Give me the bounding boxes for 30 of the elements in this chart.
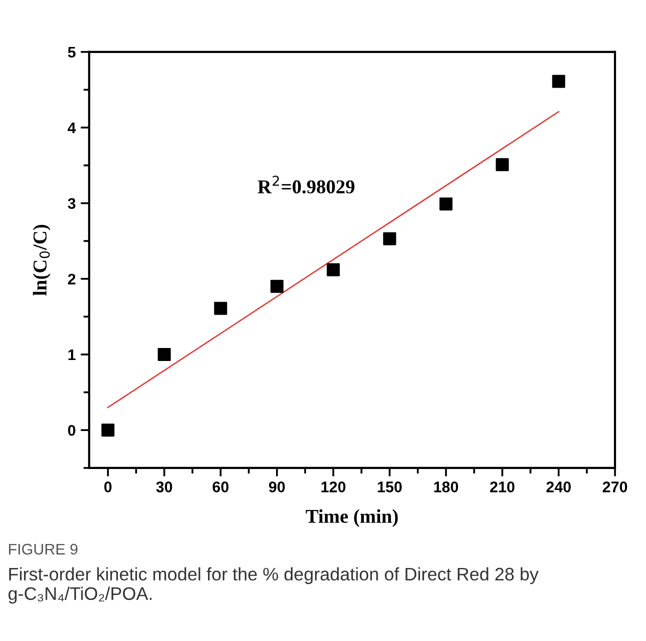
x-tick-label: 150 xyxy=(378,482,402,492)
x-tick-label: 180 xyxy=(434,482,458,492)
y-tick-label: 5 xyxy=(68,46,76,58)
point xyxy=(326,263,340,276)
point xyxy=(158,348,171,361)
point xyxy=(270,280,284,293)
y-axis-title: ln(C$_{0}$/C) xyxy=(32,224,51,296)
point xyxy=(552,74,566,88)
y-tick-label: 4 xyxy=(68,122,76,134)
x-tick-label: 120 xyxy=(322,482,346,492)
point xyxy=(101,424,114,437)
point xyxy=(496,158,509,172)
x-tick-label: 270 xyxy=(602,482,628,492)
y-tick-label: 2 xyxy=(68,274,76,284)
y-tick-label: 3 xyxy=(68,198,76,209)
x-axis-title: Time (min) xyxy=(306,509,398,527)
x-tick-label: 30 xyxy=(156,482,172,492)
text: First-order kinetic model for the % degradation of Direct Red 28 by g-C₃N₄/TiO₂/POA. xyxy=(8,567,539,604)
annotation: R$^{2}$=0.98029 xyxy=(258,176,354,194)
point xyxy=(383,232,396,246)
y-tick-label: 1 xyxy=(68,350,76,360)
x-tick-label: 60 xyxy=(212,482,228,492)
point xyxy=(214,302,228,315)
point xyxy=(439,197,452,210)
x-tick-label: 210 xyxy=(490,482,514,492)
y-tick-label: 0 xyxy=(68,424,76,436)
x-tick-label: 90 xyxy=(268,482,285,492)
x-tick-label: 0 xyxy=(104,482,112,492)
x-tick-label: 240 xyxy=(546,482,571,492)
text: FIGURE 9 xyxy=(9,544,78,555)
